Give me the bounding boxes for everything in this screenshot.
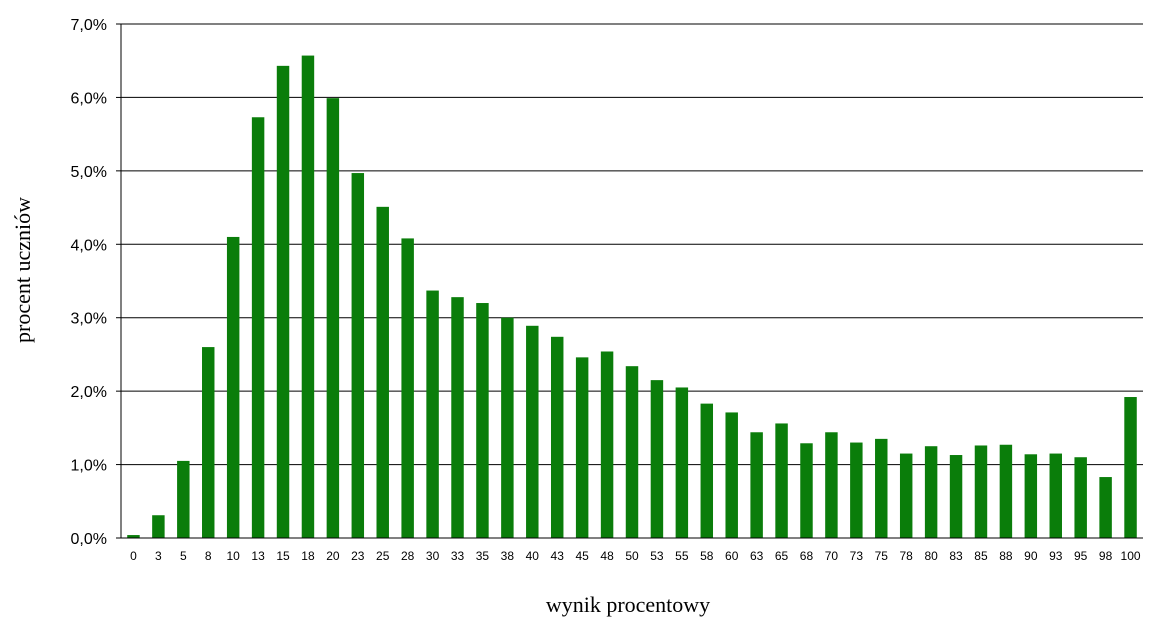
y-tick-label: 5,0% bbox=[71, 164, 107, 181]
x-tick-label: 100 bbox=[1121, 549, 1141, 563]
bar-45 bbox=[575, 357, 589, 538]
x-tick-label: 23 bbox=[351, 549, 365, 563]
bar-5 bbox=[177, 460, 190, 538]
x-tick-label: 55 bbox=[675, 549, 689, 563]
bar-35 bbox=[476, 303, 489, 538]
x-tick-label: 28 bbox=[401, 549, 415, 563]
x-tick-label: 40 bbox=[526, 549, 540, 563]
bar-40 bbox=[526, 325, 539, 538]
bar-55 bbox=[675, 387, 689, 538]
x-tick-label: 5 bbox=[180, 549, 187, 563]
bar-65 bbox=[775, 423, 788, 538]
bar-33 bbox=[451, 297, 464, 538]
y-tick-label: 7,0% bbox=[71, 17, 107, 34]
bar-53 bbox=[650, 380, 664, 538]
bar-43 bbox=[550, 336, 564, 538]
x-tick-label: 88 bbox=[999, 549, 1013, 563]
gridlines bbox=[121, 23, 1143, 466]
x-tick-label: 48 bbox=[600, 549, 614, 563]
y-tick-label: 6,0% bbox=[71, 90, 107, 107]
x-tick-label: 63 bbox=[750, 549, 764, 563]
x-tick-label: 80 bbox=[924, 549, 938, 563]
x-tick-label: 95 bbox=[1074, 549, 1088, 563]
x-tick-label: 93 bbox=[1049, 549, 1063, 563]
x-tick-label: 3 bbox=[155, 549, 162, 563]
bar-90 bbox=[1024, 454, 1038, 538]
y-tick-label: 2,0% bbox=[71, 384, 107, 401]
bar-48 bbox=[600, 351, 614, 538]
axes bbox=[116, 23, 1143, 539]
x-tick-label: 15 bbox=[276, 549, 290, 563]
x-tick-label: 58 bbox=[700, 549, 714, 563]
bar-93 bbox=[1049, 453, 1062, 538]
bar-30 bbox=[426, 290, 439, 538]
x-tick-label: 85 bbox=[974, 549, 988, 563]
bar-0 bbox=[127, 535, 140, 538]
x-tick-label: 50 bbox=[625, 549, 639, 563]
x-tick-label: 68 bbox=[800, 549, 814, 563]
x-tick-label: 83 bbox=[949, 549, 963, 563]
x-tick-label: 78 bbox=[900, 549, 914, 563]
bar-23 bbox=[351, 173, 365, 538]
x-tick-label: 35 bbox=[476, 549, 490, 563]
bar-88 bbox=[999, 444, 1013, 538]
bar-28 bbox=[401, 238, 414, 538]
bar-63 bbox=[750, 432, 763, 538]
y-tick-label: 3,0% bbox=[71, 311, 107, 328]
bar-60 bbox=[725, 412, 738, 538]
y-tick-labels: 0,0% 1,0% 2,0% 3,0% 4,0% 5,0% 6,0% 7,0% bbox=[71, 17, 107, 548]
x-tick-label: 8 bbox=[205, 549, 212, 563]
x-tick-label: 60 bbox=[725, 549, 739, 563]
bar-25 bbox=[376, 206, 389, 538]
x-tick-label: 90 bbox=[1024, 549, 1038, 563]
y-tick-label: 1,0% bbox=[71, 458, 107, 475]
bar-75 bbox=[875, 438, 888, 538]
bar-73 bbox=[850, 442, 863, 538]
bar-13 bbox=[251, 117, 265, 539]
bar-20 bbox=[326, 98, 340, 539]
x-tick-label: 53 bbox=[650, 549, 664, 563]
bar-83 bbox=[949, 455, 963, 538]
x-tick-label: 18 bbox=[301, 549, 315, 563]
x-tick-label: 98 bbox=[1099, 549, 1113, 563]
bar-50 bbox=[625, 366, 639, 538]
bar-18 bbox=[301, 55, 315, 539]
bar-85 bbox=[974, 445, 988, 538]
bar-95 bbox=[1074, 457, 1087, 538]
x-tick-label: 33 bbox=[451, 549, 465, 563]
x-tick-label: 10 bbox=[226, 549, 240, 563]
bar-58 bbox=[700, 403, 714, 538]
y-tick-label: 0,0% bbox=[71, 531, 107, 548]
x-tick-label: 45 bbox=[575, 549, 589, 563]
bar-38 bbox=[501, 317, 514, 538]
bar-80 bbox=[924, 446, 938, 538]
x-tick-label: 38 bbox=[501, 549, 515, 563]
bar-70 bbox=[825, 432, 838, 538]
bar-8 bbox=[202, 347, 215, 538]
x-tick-label: 43 bbox=[551, 549, 565, 563]
x-tick-label: 25 bbox=[376, 549, 390, 563]
bars bbox=[127, 55, 1137, 539]
bar-78 bbox=[899, 453, 913, 538]
bar-3 bbox=[152, 515, 165, 538]
x-tick-label: 65 bbox=[775, 549, 789, 563]
x-tick-label: 30 bbox=[426, 549, 440, 563]
x-tick-label: 70 bbox=[825, 549, 839, 563]
y-tick-label: 4,0% bbox=[71, 237, 107, 254]
bar-10 bbox=[226, 236, 240, 538]
x-tick-label: 73 bbox=[850, 549, 864, 563]
y-axis-title: procent uczniów bbox=[10, 197, 35, 343]
x-tick-labels: 0 3 5 8 10 13 15 18 20 23 25 28 30 33 35 38 40 43 45 48 50 53… bbox=[130, 549, 1141, 563]
x-tick-label: 13 bbox=[251, 549, 265, 563]
x-tick-label: 75 bbox=[875, 549, 889, 563]
x-tick-label: 0 bbox=[130, 549, 137, 563]
bar-15 bbox=[276, 65, 290, 539]
x-tick-label: 20 bbox=[326, 549, 340, 563]
bar-68 bbox=[800, 443, 813, 538]
x-axis-title: wynik procentowy bbox=[546, 592, 710, 617]
bar-100 bbox=[1124, 397, 1137, 538]
bar-98 bbox=[1099, 477, 1112, 538]
